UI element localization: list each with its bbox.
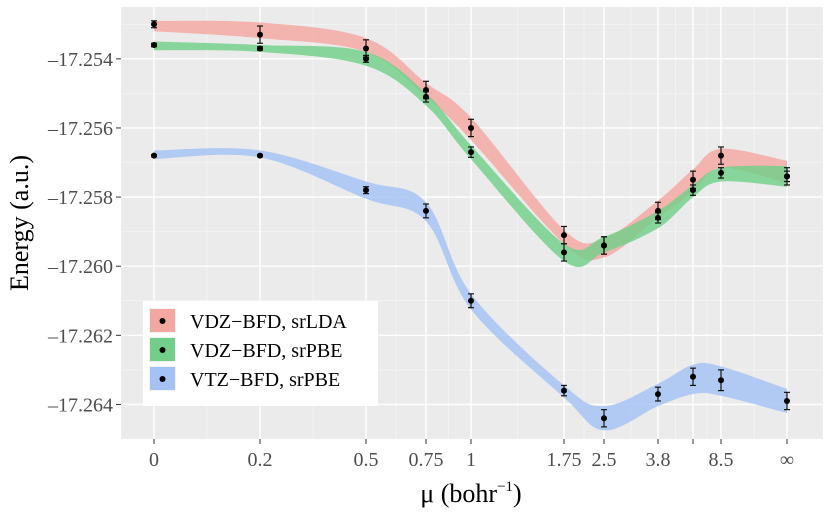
x-tick-label: 8.5 <box>709 449 734 471</box>
x-axis-title-main: μ (bohr <box>420 479 497 508</box>
x-tick-label: 2.5 <box>592 449 617 471</box>
point-marker <box>257 152 263 159</box>
y-tick-label: –17.264 <box>47 394 113 416</box>
x-tick-label: 0 <box>149 449 159 471</box>
point-marker <box>601 242 607 249</box>
point-marker <box>690 176 696 183</box>
legend-key-point <box>159 318 166 324</box>
point-marker <box>423 207 429 214</box>
y-axis-title: Energy (a.u.) <box>5 155 34 291</box>
point-marker <box>363 45 369 52</box>
data-point <box>363 186 369 195</box>
point-marker <box>257 31 263 38</box>
data-point <box>151 42 157 49</box>
legend-label: VDZ−BFD, srLDA <box>190 311 347 333</box>
point-marker <box>718 377 724 384</box>
data-point <box>718 146 724 165</box>
point-marker <box>561 387 567 394</box>
point-marker <box>655 214 661 221</box>
point-marker <box>151 21 157 28</box>
x-tick-label: ∞ <box>780 449 794 471</box>
data-point <box>718 167 724 179</box>
data-point <box>423 203 429 219</box>
x-axis-title: μ (bohr−1) <box>420 479 521 508</box>
legend-box <box>143 301 378 406</box>
data-point <box>257 45 263 52</box>
x-tick-label: 0.75 <box>409 449 444 471</box>
point-marker <box>601 415 607 422</box>
y-tick-label: –17.256 <box>47 118 113 140</box>
point-marker <box>468 297 474 304</box>
data-point <box>655 386 661 402</box>
data-point <box>784 170 790 183</box>
x-axis-title-close: ) <box>513 479 522 508</box>
point-marker <box>257 45 263 52</box>
data-point <box>655 212 661 224</box>
point-marker <box>363 187 369 194</box>
point-marker <box>784 397 790 404</box>
data-point <box>151 152 157 159</box>
data-point <box>468 146 474 158</box>
legend-key-point <box>159 347 166 353</box>
data-point <box>468 293 474 309</box>
point-marker <box>561 249 567 256</box>
x-tick-label: 0.2 <box>248 449 273 471</box>
x-tick-label: 1 <box>466 449 476 471</box>
legend-label: VTZ−BFD, srPBE <box>190 369 340 391</box>
data-point <box>561 384 567 397</box>
y-tick-label: –17.258 <box>47 187 113 209</box>
point-marker <box>718 152 724 159</box>
point-marker <box>151 152 157 159</box>
point-marker <box>690 373 696 380</box>
point-marker <box>363 55 369 62</box>
data-point <box>363 54 369 63</box>
legend-label: VDZ−BFD, srPBE <box>190 340 342 362</box>
legend: VDZ−BFD, srLDA VDZ−BFD, srPBE VTZ−BFD, srP… <box>143 301 378 406</box>
data-point <box>151 20 157 29</box>
data-point <box>690 367 696 387</box>
point-marker <box>423 93 429 100</box>
data-point <box>784 391 790 411</box>
data-point <box>601 236 607 255</box>
legend-key-point <box>159 376 166 382</box>
y-tick-label: –17.254 <box>47 49 113 71</box>
data-point <box>257 152 263 159</box>
point-marker <box>561 232 567 239</box>
data-point <box>718 369 724 392</box>
data-point <box>468 118 474 138</box>
point-marker <box>468 149 474 156</box>
y-tick-label: –17.262 <box>47 325 113 347</box>
point-marker <box>151 42 157 49</box>
point-marker <box>468 124 474 131</box>
y-tick-label: –17.260 <box>47 256 113 278</box>
x-axis-ticks: 0 0.2 0.5 0.75 1 1.75 2.5 3.8 8.5 ∞ <box>149 439 794 471</box>
data-point <box>561 243 567 262</box>
data-point <box>601 409 607 428</box>
data-point <box>690 184 696 196</box>
point-marker <box>718 169 724 176</box>
point-marker <box>690 187 696 194</box>
x-tick-label: 1.75 <box>547 449 582 471</box>
x-tick-label: 3.8 <box>646 449 671 471</box>
point-marker <box>655 391 661 398</box>
data-point <box>423 91 429 103</box>
y-axis-ticks: –17.264 –17.262 –17.260 –17.258 –17.256 –17.2… <box>47 49 121 416</box>
data-point <box>257 25 263 44</box>
x-axis-title-exponent: −1 <box>497 479 513 495</box>
point-marker <box>784 173 790 180</box>
data-points <box>151 20 790 428</box>
x-tick-label: 0.5 <box>354 449 379 471</box>
